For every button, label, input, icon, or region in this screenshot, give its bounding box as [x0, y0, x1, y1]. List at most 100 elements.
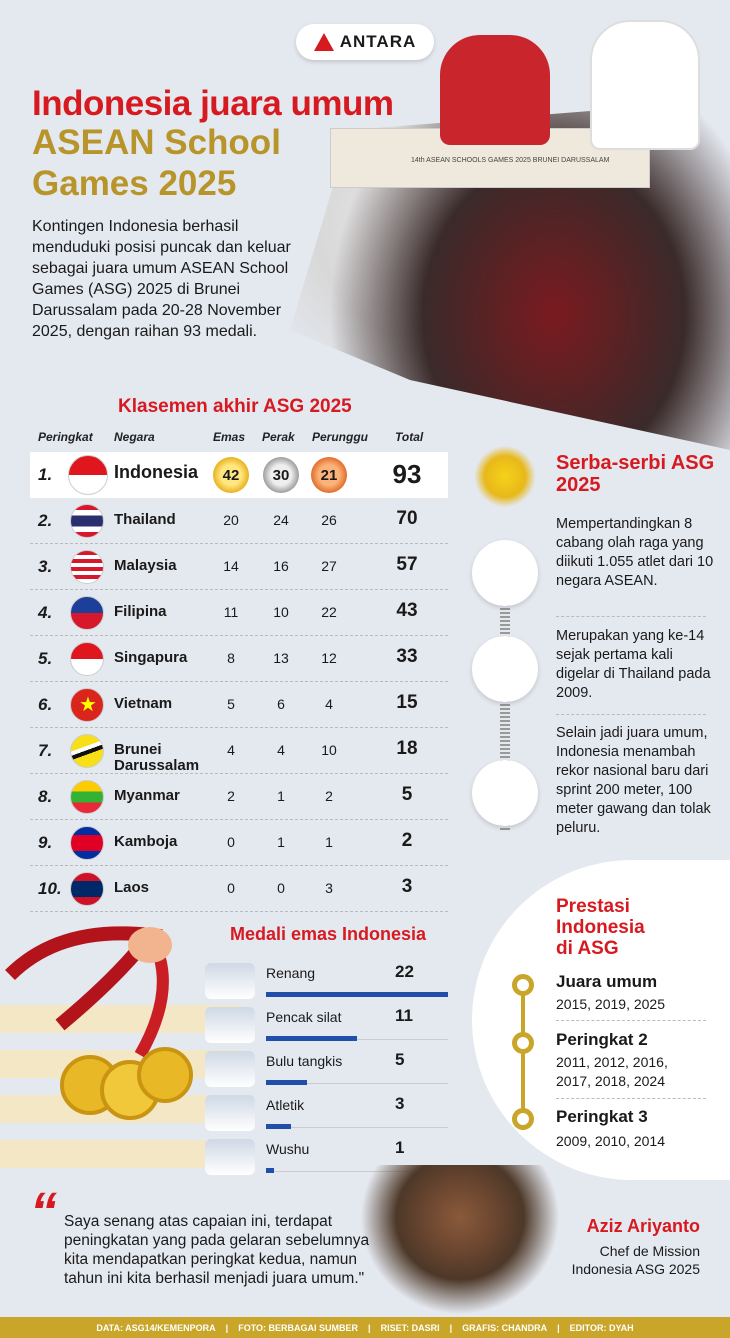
- rank: 9.: [38, 833, 53, 852]
- flag-id-icon: [68, 455, 108, 495]
- rank: 8.: [38, 787, 53, 806]
- fact-3: Selain jadi juara umum, Indonesia menamb…: [556, 725, 711, 836]
- bronze-count: 12: [321, 650, 337, 666]
- footer-credit: GRAFIS: CHANDRA: [462, 1322, 548, 1333]
- bar-label: Wushu: [266, 1141, 310, 1157]
- country-name: Vietnam: [114, 695, 173, 712]
- aziz-ariyanto-portrait: [360, 1165, 560, 1315]
- bronze-count: 1: [325, 834, 333, 850]
- achievement-label: Juara umum: [556, 972, 658, 991]
- rank: 2.: [38, 511, 53, 530]
- sport-0-icon: [205, 963, 255, 999]
- bronze-count: 27: [321, 558, 337, 574]
- table-row: 4. Filipina 11 10 22 43: [30, 590, 448, 636]
- quote-author: Aziz Ariyanto: [586, 1216, 700, 1236]
- flag-bn-icon: [70, 734, 104, 768]
- achievement-years: 2009, 2010, 2014: [556, 1133, 665, 1149]
- country-name: Singapura: [114, 649, 188, 666]
- bar-3: [266, 1124, 291, 1129]
- country-name: Filipina: [114, 603, 167, 620]
- rank: 1.: [38, 465, 53, 484]
- gold-count: 4: [227, 742, 235, 758]
- quote-role: Chef de Mission Indonesia ASG 2025: [571, 1243, 700, 1277]
- country-name: Kamboja: [114, 833, 178, 850]
- flag-th-icon: [70, 504, 104, 538]
- flag-sg-icon: [70, 642, 104, 676]
- athlete-shot-put-image: [440, 35, 550, 145]
- footer-credit: DATA: ASG14/KEMENPORA: [96, 1322, 216, 1333]
- bar-value: 5: [395, 1050, 405, 1069]
- sport-1-icon: [205, 1007, 255, 1043]
- rank: 4.: [38, 603, 53, 622]
- achievements-line: [521, 990, 525, 1130]
- bronze-medal: 21: [311, 457, 347, 493]
- table-row: 8. Myanmar 2 1 2 5: [30, 774, 448, 820]
- bar-4: [266, 1168, 275, 1173]
- footer-credit: |: [557, 1322, 560, 1333]
- country-name: Thailand: [114, 511, 176, 528]
- bar-value: 11: [395, 1006, 413, 1025]
- total-medals: 93: [392, 459, 422, 489]
- bar-label: Pencak silat: [266, 1009, 342, 1025]
- col-silver: Perak: [262, 430, 295, 444]
- footer-credit: EDITOR: DYAH: [569, 1322, 634, 1333]
- bronze-count: 10: [321, 742, 337, 758]
- achievements-title: Prestasi Indonesia di ASG: [556, 896, 645, 959]
- total-medals: 57: [396, 554, 418, 575]
- logo-text: ANTARA: [339, 32, 417, 51]
- flag-ph-icon: [70, 596, 104, 630]
- flag-vn-icon: ★: [70, 688, 104, 722]
- total-medals: 5: [401, 784, 413, 805]
- sport-2-icon: [205, 1051, 255, 1087]
- total-medals: 43: [396, 600, 418, 621]
- divider: [556, 1020, 706, 1021]
- table-row: 7. Brunei Darussalam 4 4 10 18: [30, 728, 448, 774]
- silver-count: 4: [277, 742, 285, 758]
- total-medals: 70: [396, 508, 418, 529]
- rank: 10.: [38, 879, 62, 898]
- rank: 6.: [38, 695, 53, 714]
- flag-kh-icon: [70, 826, 104, 860]
- country-name: Indonesia: [114, 462, 199, 482]
- page-subtitle: ASEAN School Games 2025: [32, 123, 281, 203]
- divider: [556, 714, 706, 715]
- silver-count: 16: [273, 558, 289, 574]
- bar-track: [266, 1127, 448, 1128]
- footer-credit: FOTO: BERBAGAI SUMBER: [238, 1322, 359, 1333]
- col-rank: Peringkat: [38, 430, 93, 444]
- bar-track: [266, 1083, 448, 1084]
- col-country: Negara: [114, 430, 155, 444]
- total-medals: 33: [396, 646, 418, 667]
- silver-count: 13: [273, 650, 289, 666]
- gold-count: 20: [223, 512, 239, 528]
- calendar-icon: [472, 636, 538, 702]
- fact-2: Merupakan yang ke-14 sejak pertama kali …: [556, 628, 711, 701]
- bar-track: [266, 1039, 448, 1040]
- quote-icon: “: [30, 1182, 57, 1242]
- col-bronze: Perunggu: [312, 430, 368, 444]
- table-row: 1. Indonesia 42 30 21 93: [30, 452, 448, 498]
- asg-logo: [470, 445, 540, 535]
- bronze-count: 22: [321, 604, 337, 620]
- gold-count: 0: [227, 834, 235, 850]
- silver-medal: 30: [263, 457, 299, 493]
- achievement-years: 2015, 2019, 2025: [556, 996, 665, 1012]
- col-total: Total: [395, 430, 424, 444]
- bronze-count: 4: [325, 696, 333, 712]
- country-name: Laos: [114, 879, 150, 896]
- gold-count: 0: [227, 880, 235, 896]
- flag-la-icon: [70, 872, 104, 906]
- bar-value: 22: [395, 962, 414, 981]
- timeline-dot: [512, 1032, 534, 1054]
- table-row: 3. Malaysia 14 16 27 57: [30, 544, 448, 590]
- bronze-count: 2: [325, 788, 333, 804]
- col-gold: Emas: [213, 430, 246, 444]
- total-medals: 2: [401, 830, 413, 851]
- star-icon: ★: [79, 694, 97, 716]
- bar-2: [266, 1080, 308, 1085]
- silver-count: 10: [273, 604, 289, 620]
- intro-text: Kontingen Indonesia berhasil menduduki p…: [32, 218, 291, 340]
- timeline-rail: [500, 600, 510, 830]
- country-name: Brunei Darussalam: [114, 741, 200, 774]
- table-row: 10. Laos 0 0 3 3: [30, 866, 448, 912]
